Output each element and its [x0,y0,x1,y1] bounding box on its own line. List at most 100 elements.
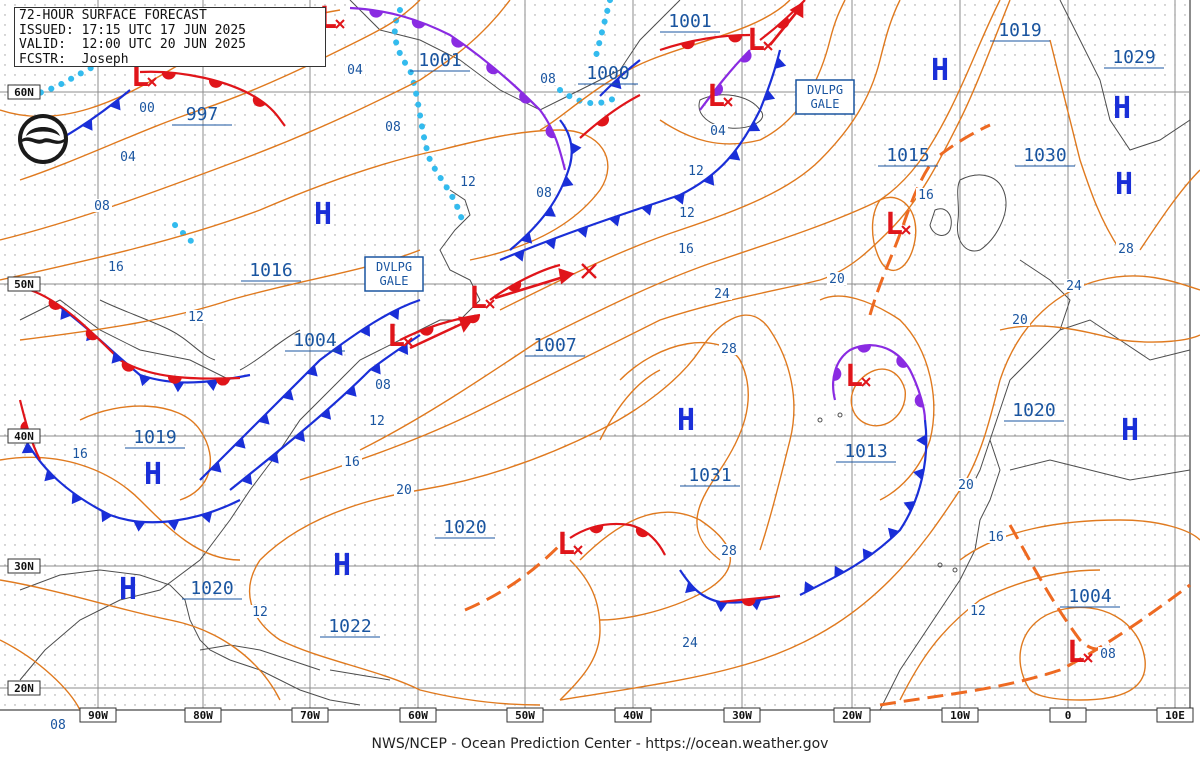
isobar-value: 12 [688,164,704,179]
low-center: 1004 [285,330,345,352]
axis-labels: 60N 50N 40N 30N 20N 90W 80W 70W 60W 50W 40W 30W 20W 1… [7,84,1194,723]
isobar-value: 12 [188,310,204,325]
high-symbol: H [1113,91,1131,126]
high-symbol: H [333,548,351,583]
warning-box [364,256,424,292]
center-pressure: 1019 [998,20,1041,41]
lon-label-box [941,707,979,723]
isobar-value: 00 [139,101,155,116]
lon-label: 90W [88,709,108,722]
pressure-centers: 997 1001 1000 1001 1019 1029 1030 1015 1016 1004 1… [119,1,1164,670]
lon-label: 10W [950,709,970,722]
isobar-value: 08 [50,718,66,733]
lon-label-box [1156,707,1194,723]
lat-label: 40N [14,430,34,443]
low-symbol: L [131,59,149,94]
isobar-value: 28 [721,544,737,559]
high-symbol: H [931,53,949,88]
high-center: 1029 [1104,47,1164,69]
high-center: 1031 [680,465,740,487]
isobar-value: 12 [252,605,268,620]
center-pressure: 1022 [328,616,371,637]
lon-label-box [79,707,117,723]
isobar-value: 28 [721,342,737,357]
lat-label: 20N [14,682,34,695]
low-symbol: L [707,79,725,114]
low-center: 1015 [878,145,938,167]
high-center: 1030 [1015,145,1075,167]
lon-label: 20W [842,709,862,722]
isobar-labels: 04 00 08 04 08 12 16 12 08 12 16 08 12 16 20 24 28 28 24 20… [48,63,1136,733]
center-pressure: 1001 [418,50,461,71]
warning-text: DVLPG [376,260,412,274]
isobar-value: 08 [385,120,401,135]
low-symbol: L [885,207,903,242]
lon-label: 10E [1165,709,1185,722]
lat-label-box [7,428,41,444]
storm-position-x [581,263,597,279]
isobar-value: 16 [678,242,694,257]
center-pressure: 1015 [886,145,929,166]
warning-box [795,79,855,115]
low-center: 1004 [1060,586,1120,608]
low-symbol: L [469,281,487,316]
center-pressure: 1030 [1023,145,1066,166]
warning-text: GALE [811,97,840,111]
low-center: 997 [172,104,232,126]
lon-label-box [833,707,871,723]
header-issued: ISSUED: 17:15 UTC 17 JUN 2025 [19,22,246,38]
low-center: 1001 [660,11,720,33]
low-symbol: L [1067,635,1085,670]
isobar-value: 20 [1012,313,1028,328]
isobar-value: 12 [460,175,476,190]
lon-label-box [399,707,437,723]
noaa-logo-icon [18,114,68,164]
lon-label: 40W [623,709,643,722]
isobar-value: 08 [536,186,552,201]
lat-label-box [7,558,41,574]
isobar-value: 16 [918,188,934,203]
high-center: 1016 [241,260,301,282]
center-pressure: 1020 [190,578,233,599]
center-pressure: 1020 [1012,400,1055,421]
isobar-value: 28 [1118,242,1134,257]
low-symbol: L [557,527,575,562]
storm-tracks [409,1,804,350]
low-symbol: L [845,359,863,394]
lat-label: 30N [14,560,34,573]
isobar-value: 08 [375,378,391,393]
lat-lon-grid [0,0,1191,711]
lat-label-box [7,680,41,696]
isobar-value: 04 [120,150,136,165]
center-pressure: 1016 [249,260,292,281]
isobar-value: 24 [714,287,730,302]
center-pressure: 1001 [668,11,711,32]
isobar-value: 12 [679,206,695,221]
sea-ice-edge [27,0,623,248]
center-pressure: 1004 [293,330,336,351]
low-symbol: L [387,319,405,354]
low-center: 1007 [525,335,585,357]
forecast-header: 72-HOUR SURFACE FORECAST ISSUED: 17:15 U… [14,7,326,67]
center-pressure: 1020 [443,517,486,538]
lat-label-box [7,84,41,100]
isobar-value: 16 [344,455,360,470]
center-pressure: 997 [186,104,219,125]
low-symbol: L [747,23,765,58]
header-valid: VALID: 12:00 UTC 20 JUN 2025 [19,37,246,52]
lon-label: 80W [193,709,213,722]
warning-text: GALE [380,274,409,288]
low-center: 1013 [836,441,896,463]
lat-label: 50N [14,278,34,291]
high-symbol: H [119,572,137,607]
isobar-value: 12 [369,414,385,429]
high-center: 1022 [320,616,380,638]
lon-label: 60W [408,709,428,722]
high-center: 1020 [435,517,495,539]
isobar-value: 20 [958,478,974,493]
high-center: 1020 [1004,400,1064,422]
isobar-value: 12 [970,604,986,619]
center-pressure: 1019 [133,427,176,448]
